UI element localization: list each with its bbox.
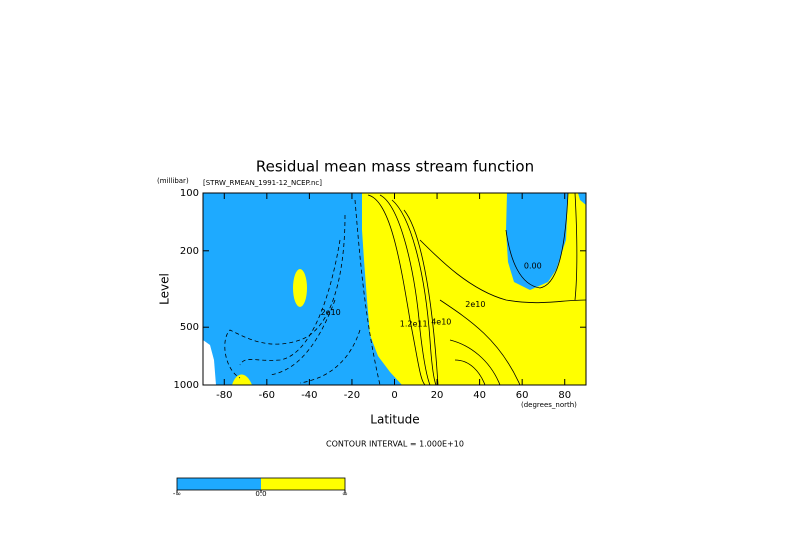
positive-region [293, 269, 307, 307]
colorbar-label: 0.0 [255, 490, 266, 498]
contour-note: CONTOUR INTERVAL = 1.000E+10 [326, 440, 464, 449]
x-tick-label: 60 [516, 390, 529, 401]
contour-label: 4e10 [431, 318, 451, 327]
contour-label: 2e10 [321, 308, 341, 317]
contour-line [299, 329, 361, 384]
contour-line [269, 299, 336, 376]
contour-line [367, 194, 426, 385]
contour-line [354, 199, 381, 385]
contour-line [449, 339, 501, 385]
contour-line [574, 193, 578, 301]
contour-line [379, 194, 431, 385]
x-tick-label: 40 [473, 390, 486, 401]
chart-title: Residual mean mass stream function [256, 158, 534, 176]
contour-line [391, 199, 437, 385]
x-axis-label: Latitude [370, 413, 419, 427]
colorbar-label: ∞ [342, 490, 348, 498]
contour-line [224, 214, 346, 379]
positive-region [232, 374, 252, 385]
contour-label: 0.00 [524, 262, 542, 271]
contour-fill [203, 193, 586, 385]
x-tick-label: 80 [558, 390, 571, 401]
colorbar-negative [177, 478, 261, 490]
y-tick-label: 100 [180, 188, 199, 199]
contour-line [403, 209, 439, 385]
y-unit: (millibar) [157, 177, 189, 185]
y-tick-label: 1000 [174, 380, 199, 391]
x-tick-label: -80 [216, 390, 232, 401]
subtitle: [STRW_RMEAN_1991-12_NCEP.nc] [203, 179, 322, 187]
contour-line [454, 359, 486, 385]
contour-line [419, 239, 586, 304]
contour-label: 1.2e11 [400, 319, 428, 328]
y-axis-label: Level [158, 273, 172, 305]
colorbar-positive [261, 478, 345, 490]
colorbar-label: -∞ [173, 490, 181, 498]
contour-line [239, 239, 341, 366]
y-tick-label: 500 [180, 322, 199, 333]
missing-region [203, 340, 216, 385]
x-unit: (degrees_north) [521, 401, 577, 409]
x-tick-label: -40 [301, 390, 317, 401]
x-tick-label: 0 [391, 390, 397, 401]
x-tick-label: -60 [259, 390, 275, 401]
contour-line [505, 193, 569, 289]
x-tick-label: 20 [431, 390, 444, 401]
x-tick-label: -20 [344, 390, 360, 401]
contour-lines [224, 193, 586, 385]
contour-line [439, 299, 521, 385]
y-tick-label: 200 [180, 246, 199, 257]
contour-label: 2e10 [465, 300, 485, 309]
